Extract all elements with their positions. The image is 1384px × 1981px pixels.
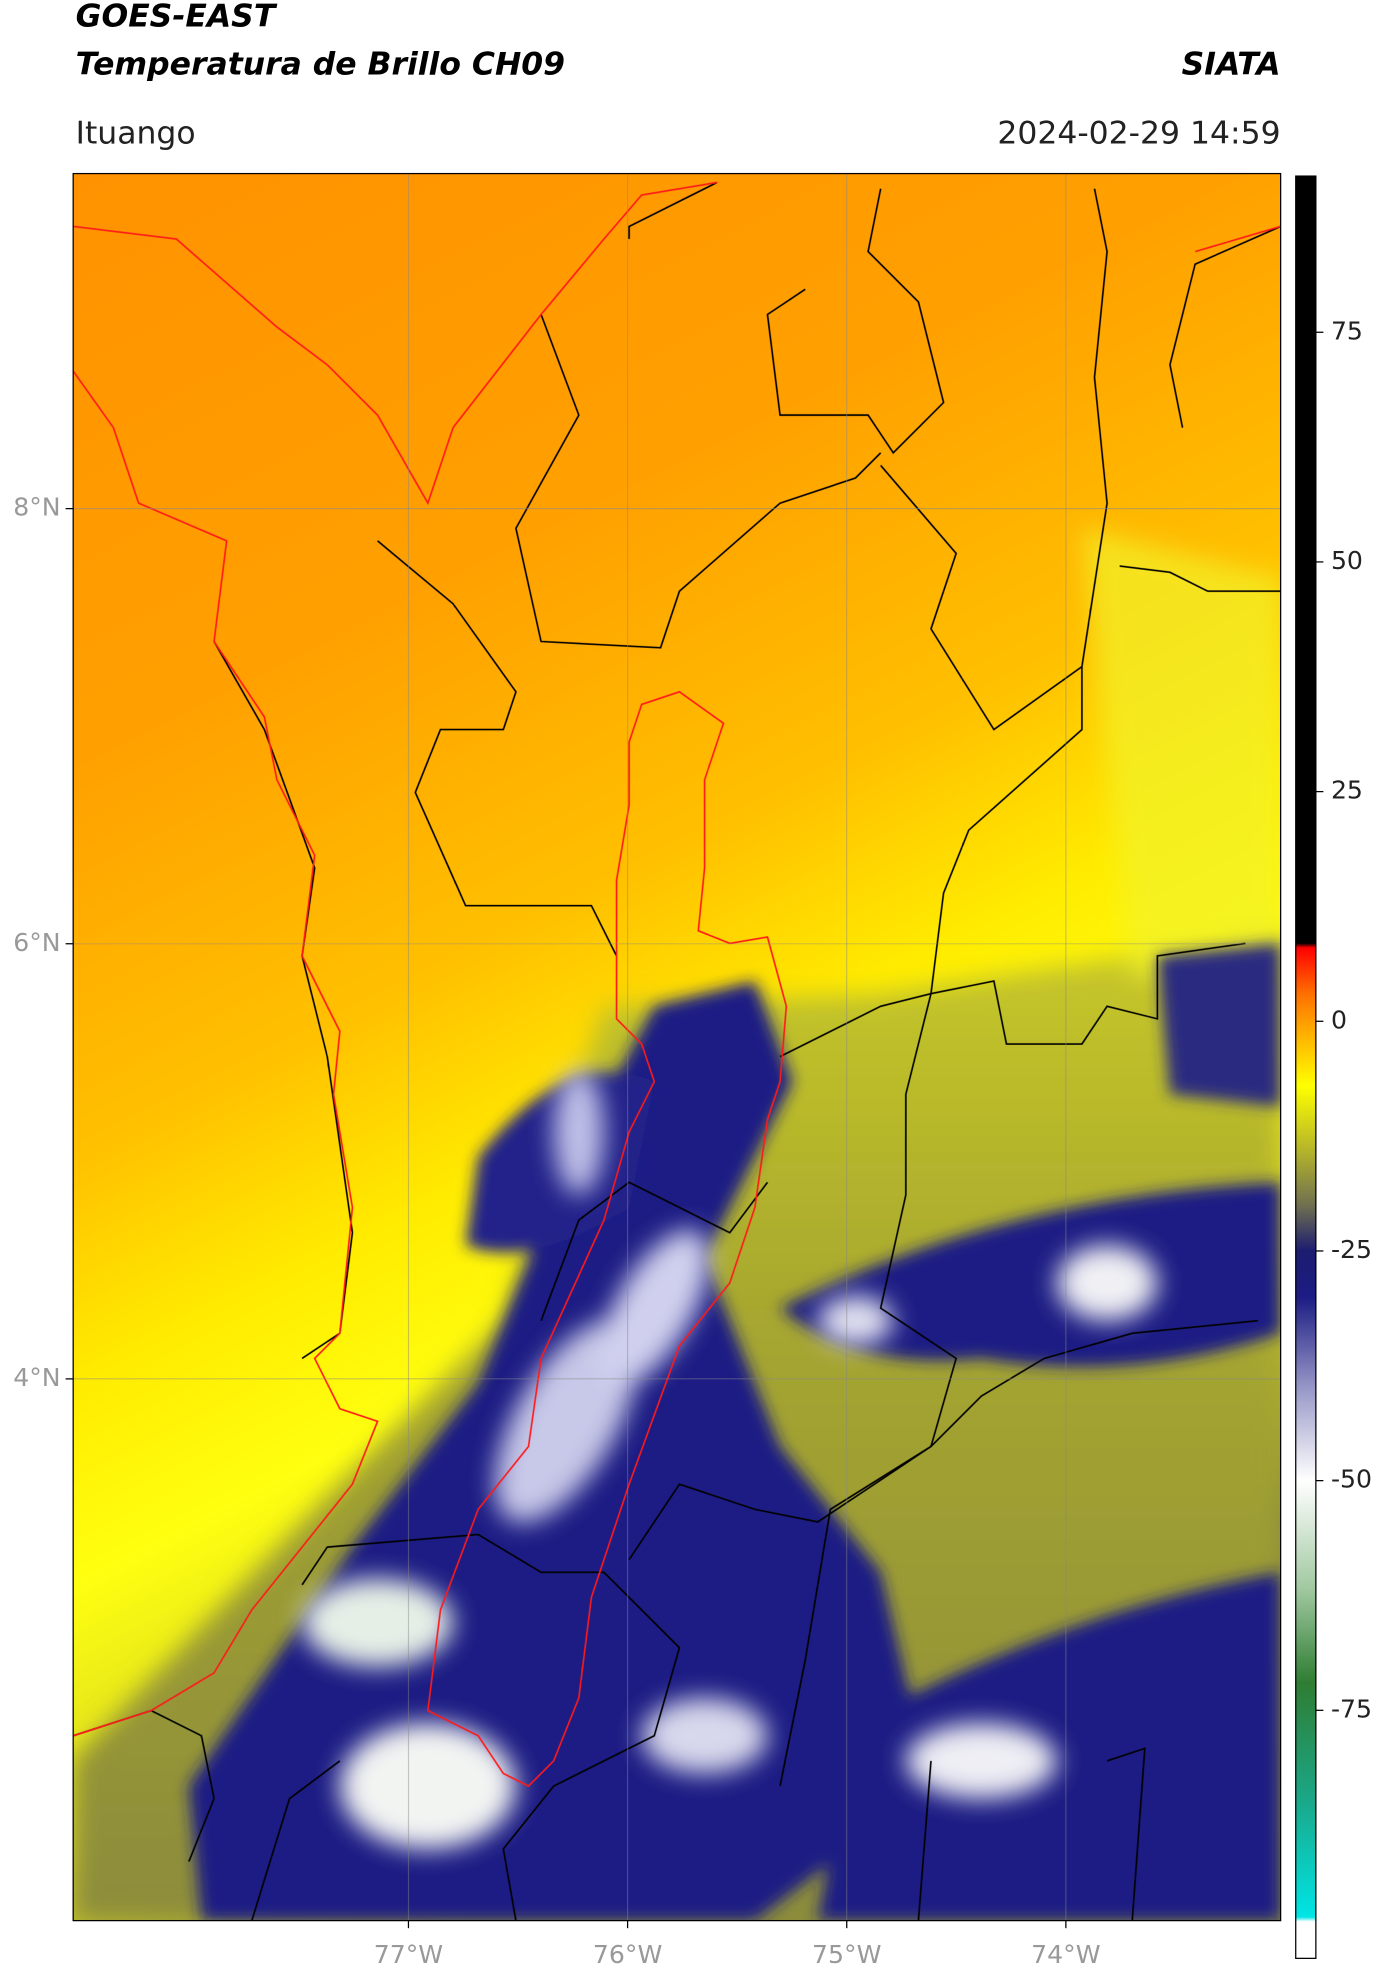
grid: 77°W 76°W 75°W 74°W 8°N 6°N 4°N	[13, 173, 1281, 1969]
colorbar-tick-label: -25	[1331, 1235, 1372, 1264]
boundary	[1119, 225, 1281, 592]
map-frame	[72, 172, 1282, 1922]
colorbar-tick-label: -75	[1331, 1694, 1372, 1723]
cloud-top	[339, 1723, 516, 1849]
x-tick-label: 74°W	[1031, 1940, 1101, 1969]
colorbar-scale	[1295, 175, 1317, 1959]
cloud-top	[817, 1295, 894, 1346]
y-tick-label: 4°N	[13, 1363, 60, 1392]
y-tick-label: 8°N	[13, 493, 60, 522]
title: GOES-EAST	[76, 0, 278, 35]
x-tick-label: 76°W	[593, 1940, 663, 1969]
colorbar-tick-label: 0	[1331, 1005, 1347, 1034]
colorbar-tick-label: 25	[1331, 776, 1363, 805]
boundary	[628, 181, 945, 455]
cloud	[780, 1182, 1281, 1367]
boundary	[250, 1533, 1146, 1921]
x-tick-label: 75°W	[812, 1940, 882, 1969]
colorbar: 75 50 25 0 -25 -50 -75	[1295, 175, 1372, 1959]
boundaries	[73, 181, 1281, 1921]
basin-outline	[426, 225, 1281, 1788]
x-tick-label: 77°W	[374, 1940, 444, 1969]
satellite-image	[73, 173, 1281, 1921]
cloud-top	[1056, 1245, 1158, 1321]
red-outlines	[73, 181, 1281, 1788]
source: SIATA	[1182, 46, 1281, 82]
colorbar-tick-label: 50	[1331, 546, 1363, 575]
coastline	[73, 370, 379, 1737]
cloud-top	[599, 1229, 710, 1387]
cloud-top	[553, 1069, 604, 1195]
coastline	[73, 181, 718, 506]
yellow-region	[1081, 528, 1281, 982]
location: Ituango	[76, 116, 196, 152]
cloud-top	[641, 1698, 768, 1774]
cloud-top	[302, 1578, 454, 1667]
subtitle: Temperatura de Brillo CH09	[76, 46, 565, 82]
boundary	[515, 314, 882, 649]
colorbar-tick-label: 75	[1331, 316, 1363, 345]
cloud-top	[905, 1723, 1057, 1799]
colorbar-tick-label: -50	[1331, 1465, 1372, 1494]
y-tick-label: 6°N	[13, 928, 60, 957]
boundary	[540, 1181, 1259, 1561]
boundary	[377, 540, 618, 957]
boundary	[779, 942, 1246, 1058]
boundary	[779, 666, 1083, 1787]
cloud-tops	[302, 1069, 1158, 1849]
datetime: 2024-02-29 14:59	[997, 116, 1280, 152]
cloud	[1157, 943, 1281, 1107]
